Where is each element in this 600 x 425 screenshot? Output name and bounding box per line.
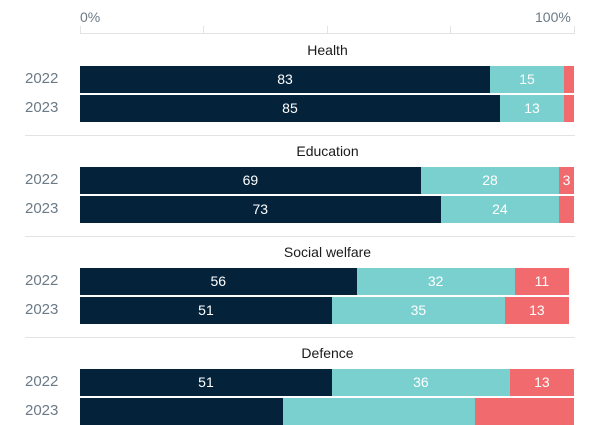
row-year-label: 2022 [25,171,59,188]
row-year-label: 2023 [25,300,59,318]
axis-line [80,33,575,34]
bar-segment-social-welfare-2023-1: 35 [331,296,505,324]
bar-segment-defence-2022-2: 13 [509,369,574,396]
bar-segment-health-2023-2 [564,94,574,122]
bar-segment-education-2022-0: 69 [80,167,421,194]
bar-segment-defence-2023-1 [282,397,476,425]
row-year-label: 2022 [25,373,59,390]
data-label: 51 [198,301,214,318]
bar-segment-education-2023-1: 24 [440,195,560,223]
bar-segment-health-2022-2 [564,66,574,93]
group-separator [25,337,575,338]
data-label: 24 [492,200,508,217]
bar-segment-education-2023-0: 73 [80,195,441,223]
bar-segment-social-welfare-2023-0: 51 [80,296,332,324]
bar-segment-social-welfare-2023-2: 13 [504,296,570,324]
group-separator [25,135,575,136]
data-label: 73 [252,200,269,217]
data-label: 15 [519,71,535,87]
axis-tick [80,26,81,34]
data-label: 13 [534,374,550,390]
stacked-bar-chart: 0% 100% Health 2022 83 15 2023 85 13 Education 2… [25,9,575,425]
data-label: 11 [534,273,550,289]
bar-segment-defence-2022-0: 51 [80,369,332,396]
bar-segment-social-welfare-2022-0: 56 [80,268,357,295]
bar-segment-education-2023-2 [559,195,574,223]
row-year-label: 2022 [25,70,59,87]
bar-segment-social-welfare-2022-1: 32 [356,268,515,295]
data-label: 85 [282,99,298,116]
axis-tick [327,26,328,34]
data-label: 36 [413,374,429,390]
bar-segment-education-2022-2: 3 [559,167,574,194]
group-title-defence: Defence [301,345,354,361]
data-label: 83 [277,71,293,87]
row-year-label: 2023 [25,98,59,116]
group-title-health: Health [307,42,348,58]
data-label: 13 [524,99,540,116]
group-title-social-welfare: Social welfare [283,244,372,260]
data-label: 32 [427,273,444,289]
data-label: 28 [482,172,498,188]
axis-min-label: 0% [80,9,101,25]
bar-segment-defence-2022-1: 36 [331,369,510,396]
data-label: 51 [198,374,214,390]
bar-segment-defence-2023-2 [475,397,574,425]
bar-segment-education-2022-1: 28 [420,167,560,194]
data-label: 69 [242,172,259,188]
bar-segment-health-2023-1: 13 [499,94,565,122]
data-label: 56 [210,273,227,289]
bar-segment-defence-2023-0 [80,397,283,425]
group-separator [25,236,575,237]
data-label: 13 [529,301,545,318]
row-year-label: 2023 [25,401,59,419]
bar-segment-health-2022-0: 83 [80,66,491,93]
axis-tick [450,26,451,34]
axis-tick [203,26,204,34]
axis-tick [574,26,575,34]
bar-segment-social-welfare-2022-2: 11 [514,268,570,295]
row-year-label: 2023 [25,199,59,217]
group-title-education: Education [296,143,359,159]
bar-segment-health-2022-1: 15 [490,66,565,93]
bar-segment-health-2023-0: 85 [80,94,500,122]
axis-max-label: 100% [535,9,571,25]
data-label: 35 [410,301,427,318]
data-label: 3 [562,172,571,188]
row-year-label: 2022 [25,272,59,289]
